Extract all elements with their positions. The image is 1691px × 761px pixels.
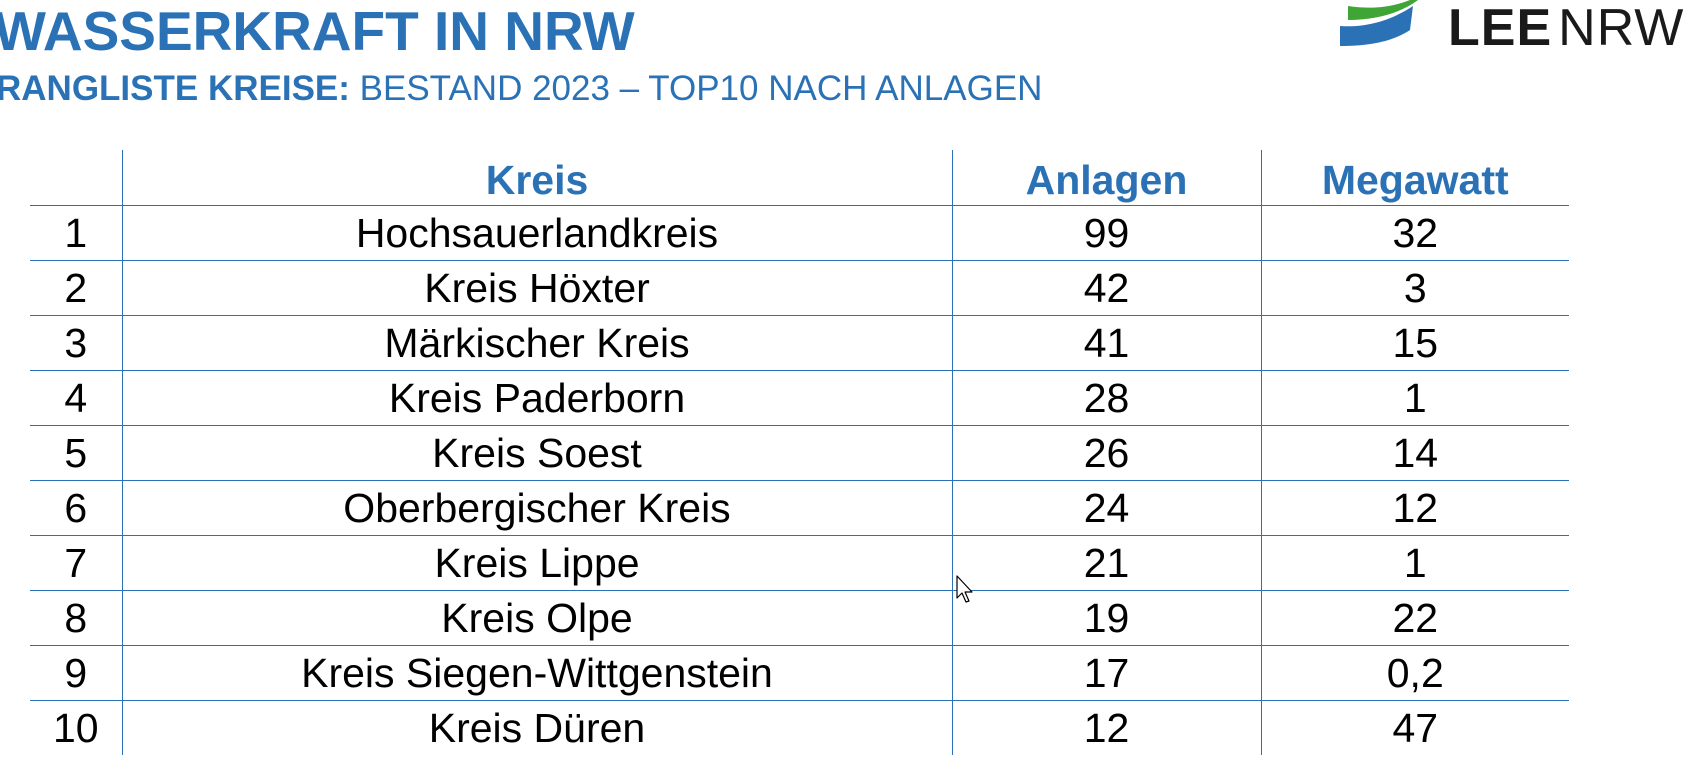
megawatt-cell: 0,2 bbox=[1260, 645, 1569, 701]
rank-cell: 4 bbox=[30, 370, 122, 426]
anlagen-cell: 99 bbox=[951, 205, 1261, 261]
kreis-cell: Kreis Olpe bbox=[121, 590, 952, 646]
anlagen-cell: 28 bbox=[951, 370, 1261, 426]
megawatt-cell: 1 bbox=[1260, 370, 1569, 426]
megawatt-cell: 47 bbox=[1260, 700, 1569, 755]
logo-swoosh-icon bbox=[1340, 0, 1418, 46]
kreis-cell: Kreis Siegen-Wittgenstein bbox=[121, 645, 952, 701]
subtitle-rest: BESTAND 2023 – TOP10 NACH ANLAGEN bbox=[349, 69, 1043, 108]
kreis-cell: Kreis Düren bbox=[121, 700, 952, 755]
logo-text: LEE NRW bbox=[1448, 0, 1684, 58]
rank-cell: 5 bbox=[30, 425, 122, 481]
table-row: 9 Kreis Siegen-Wittgenstein 17 0,2 bbox=[30, 645, 1569, 701]
logo-text-lee: LEE bbox=[1448, 0, 1553, 57]
table-row: 6 Oberbergischer Kreis 24 12 bbox=[30, 480, 1569, 536]
table-row: 8 Kreis Olpe 19 22 bbox=[30, 590, 1569, 646]
rank-cell: 7 bbox=[30, 535, 122, 591]
mouse-pointer-icon bbox=[956, 575, 973, 603]
table-row: 10 Kreis Düren 12 47 bbox=[30, 700, 1569, 755]
rank-cell: 8 bbox=[30, 590, 122, 646]
table-header-row: Kreis Anlagen Megawatt bbox=[30, 150, 1569, 206]
table-row: 2 Kreis Höxter 42 3 bbox=[30, 260, 1569, 316]
lee-nrw-logo: LEE NRW bbox=[1340, 0, 1691, 60]
table-row: 7 Kreis Lippe 21 1 bbox=[30, 535, 1569, 591]
table-row: 1 Hochsauerlandkreis 99 32 bbox=[30, 205, 1569, 261]
kreis-cell: Kreis Lippe bbox=[121, 535, 952, 591]
anlagen-cell: 26 bbox=[951, 425, 1261, 481]
subtitle-bold: RANGLISTE KREISE: bbox=[0, 69, 350, 108]
rank-cell: 9 bbox=[30, 645, 122, 701]
anlagen-cell: 42 bbox=[951, 260, 1261, 316]
rank-cell: 1 bbox=[30, 205, 122, 261]
ranking-table: Kreis Anlagen Megawatt 1 Hochsauerlandkr… bbox=[30, 150, 1569, 755]
megawatt-cell: 3 bbox=[1260, 260, 1569, 316]
megawatt-cell: 12 bbox=[1260, 480, 1569, 536]
megawatt-cell: 22 bbox=[1260, 590, 1569, 646]
rank-cell: 2 bbox=[30, 260, 122, 316]
megawatt-cell: 1 bbox=[1260, 535, 1569, 591]
logo-text-nrw: NRW bbox=[1558, 0, 1685, 57]
table-row: 4 Kreis Paderborn 28 1 bbox=[30, 370, 1569, 426]
page-title: WASSERKRAFT IN NRW bbox=[0, 0, 635, 62]
rank-cell: 3 bbox=[30, 315, 122, 371]
kreis-cell: Oberbergischer Kreis bbox=[121, 480, 952, 536]
megawatt-cell: 15 bbox=[1260, 315, 1569, 371]
anlagen-cell: 41 bbox=[951, 315, 1261, 371]
kreis-cell: Kreis Höxter bbox=[121, 260, 952, 316]
megawatt-cell: 14 bbox=[1260, 425, 1569, 481]
anlagen-cell: 24 bbox=[951, 480, 1261, 536]
column-header-megawatt: Megawatt bbox=[1260, 150, 1569, 206]
anlagen-cell: 17 bbox=[951, 645, 1261, 701]
megawatt-cell: 32 bbox=[1260, 205, 1569, 261]
kreis-cell: Kreis Paderborn bbox=[121, 370, 952, 426]
page-subtitle: RANGLISTE KREISE: BESTAND 2023 – TOP10 N… bbox=[0, 67, 1042, 111]
kreis-cell: Kreis Soest bbox=[121, 425, 952, 481]
column-header-rank bbox=[30, 150, 122, 206]
anlagen-cell: 19 bbox=[951, 590, 1261, 646]
rank-cell: 6 bbox=[30, 480, 122, 536]
kreis-cell: Hochsauerlandkreis bbox=[121, 205, 952, 261]
table-row: 3 Märkischer Kreis 41 15 bbox=[30, 315, 1569, 371]
kreis-cell: Märkischer Kreis bbox=[121, 315, 952, 371]
column-header-anlagen: Anlagen bbox=[951, 150, 1261, 206]
table-row: 5 Kreis Soest 26 14 bbox=[30, 425, 1569, 481]
anlagen-cell: 21 bbox=[951, 535, 1261, 591]
rank-cell: 10 bbox=[30, 700, 122, 755]
column-header-kreis: Kreis bbox=[121, 150, 952, 206]
anlagen-cell: 12 bbox=[951, 700, 1261, 755]
